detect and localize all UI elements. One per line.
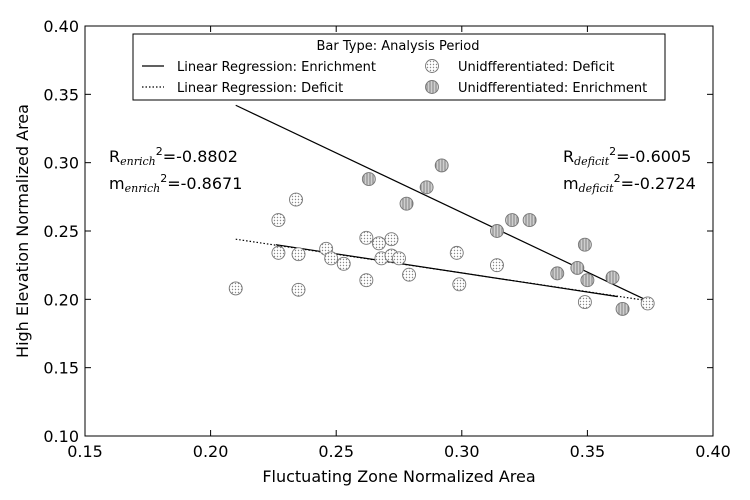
point-deficit: [359, 230, 374, 245]
y-tick-labels: 0.10 0.15 0.20 0.25 0.30 0.35 0.40: [43, 17, 79, 446]
legend-swatch-enrichment-marker: [425, 80, 439, 94]
legend-label-deficit-line: Linear Regression: Deficit: [177, 81, 343, 96]
point-enrichment: [505, 213, 519, 228]
legend-title: Bar Type: Analysis Period: [317, 39, 480, 54]
x-tick-label: 0.25: [318, 442, 354, 461]
point-deficit: [402, 267, 416, 282]
annotation-enrich: Renrich2=-0.8802 menrich2=-0.8671: [109, 145, 242, 195]
y-tick-label: 0.20: [43, 290, 79, 309]
point-deficit: [291, 282, 306, 297]
annotation-r2-enrich: Renrich2=-0.8802: [109, 145, 238, 168]
x-tick-label: 0.35: [570, 442, 606, 461]
point-deficit: [392, 251, 406, 266]
point-deficit: [271, 245, 286, 260]
annotation-m-deficit: mdeficit2=-0.2724: [563, 172, 696, 195]
point-enrichment: [577, 237, 592, 252]
x-tick-label: 0.40: [695, 442, 731, 461]
x-tick-label: 0.20: [193, 442, 229, 461]
point-enrichment: [434, 158, 449, 173]
axis-ticks: [84, 25, 714, 437]
y-tick-label: 0.30: [43, 154, 79, 173]
y-tick-label: 0.35: [43, 85, 79, 104]
point-enrichment: [522, 213, 537, 228]
point-deficit: [271, 213, 286, 228]
legend: Bar Type: Analysis Period Linear Regress…: [132, 33, 666, 101]
data-points: [228, 158, 655, 316]
point-deficit: [452, 277, 467, 292]
point-deficit: [291, 247, 306, 262]
legend-label-enrichment-marker: Unidfferentiated: Enrichment: [458, 81, 647, 96]
legend-box: [132, 33, 666, 101]
point-deficit: [384, 232, 399, 247]
point-deficit: [577, 295, 592, 310]
legend-swatch-deficit-marker: [425, 59, 439, 73]
point-deficit: [449, 245, 464, 260]
y-tick-label: 0.15: [43, 359, 79, 378]
x-axis-label: Fluctuating Zone Normalized Area: [262, 467, 535, 486]
point-enrichment: [580, 273, 595, 288]
annotation-m-enrich: menrich2=-0.8671: [109, 172, 242, 195]
x-tick-label: 0.30: [444, 442, 480, 461]
point-enrichment: [419, 180, 434, 195]
point-enrichment: [605, 270, 620, 285]
regression-line-deficit: [235, 238, 648, 302]
y-axis-label: High Elevation Normalized Area: [13, 104, 32, 358]
y-tick-label: 0.40: [43, 17, 79, 36]
y-tick-label: 0.25: [43, 222, 79, 241]
point-deficit: [336, 256, 351, 271]
annotation-deficit: Rdeficit2=-0.6005 mdeficit2=-0.2724: [563, 145, 696, 195]
point-deficit: [228, 281, 243, 296]
point-deficit: [640, 296, 655, 311]
legend-label-deficit-marker: Unidfferentiated: Deficit: [458, 60, 614, 75]
point-deficit: [324, 251, 339, 266]
point-enrichment: [550, 266, 565, 281]
y-tick-label: 0.10: [43, 427, 79, 446]
point-enrichment: [361, 172, 376, 187]
legend-label-enrichment-line: Linear Regression: Enrichment: [177, 60, 376, 75]
point-deficit: [359, 273, 374, 288]
annotation-r2-deficit: Rdeficit2=-0.6005: [563, 145, 691, 168]
point-deficit: [371, 236, 386, 251]
point-enrichment: [570, 260, 585, 275]
point-enrichment: [615, 301, 630, 316]
point-deficit: [289, 192, 303, 207]
point-deficit: [490, 258, 504, 273]
point-enrichment: [399, 196, 414, 211]
x-tick-labels: 0.15 0.20 0.25 0.30 0.35 0.40: [67, 442, 731, 461]
x-tick-label: 0.15: [67, 442, 103, 461]
point-enrichment: [490, 224, 504, 238]
